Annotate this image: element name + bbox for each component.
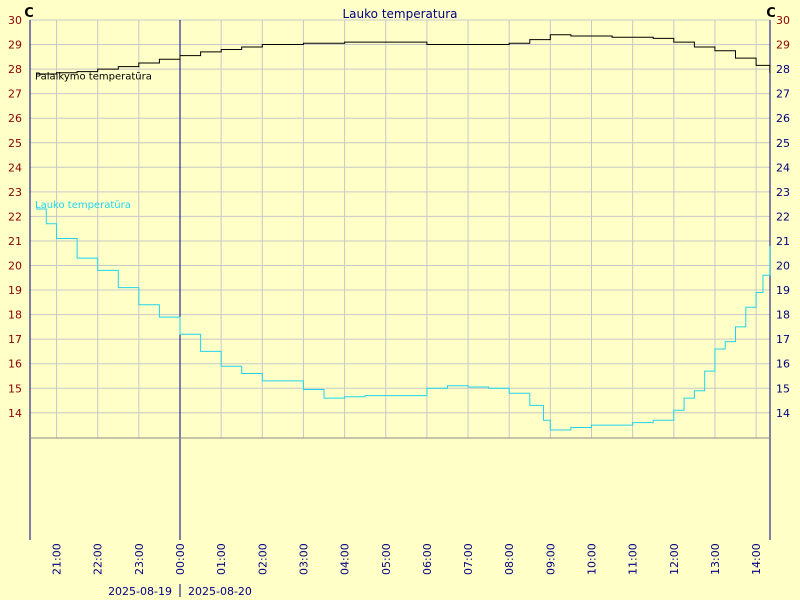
y-tick-right: 17	[776, 333, 790, 346]
y-tick-right: 20	[776, 260, 790, 273]
y-tick-left: 28	[8, 63, 22, 76]
left-unit-label: C	[24, 6, 34, 21]
x-tick-label: 06:00	[421, 543, 434, 575]
y-tick-left: 30	[8, 14, 22, 27]
x-tick-label: 22:00	[92, 543, 105, 575]
x-tick-label: 00:00	[174, 543, 187, 575]
x-tick-label: 12:00	[668, 543, 681, 575]
y-tick-right: 18	[776, 309, 790, 322]
y-tick-right: 22	[776, 210, 790, 223]
y-tick-right: 15	[776, 382, 790, 395]
y-tick-right: 30	[776, 14, 790, 27]
chart-title: Lauko temperatura	[343, 7, 458, 21]
y-tick-right: 21	[776, 235, 790, 248]
x-tick-label: 09:00	[544, 543, 557, 575]
y-tick-right: 26	[776, 112, 790, 125]
y-tick-left: 26	[8, 112, 22, 125]
x-tick-label: 23:00	[133, 543, 146, 575]
y-tick-left: 25	[8, 137, 22, 150]
y-tick-left: 29	[8, 39, 22, 52]
x-tick-label: 10:00	[586, 543, 599, 575]
y-tick-right: 23	[776, 186, 790, 199]
y-tick-right: 16	[776, 358, 790, 371]
x-tick-label: 21:00	[51, 543, 64, 575]
y-tick-left: 21	[8, 235, 22, 248]
series-label-outdoor: Lauko temperatūra	[35, 200, 131, 211]
y-tick-left: 20	[8, 260, 22, 273]
y-tick-left: 19	[8, 284, 22, 297]
date-label-end: 2025-08-20	[188, 585, 252, 598]
x-tick-label: 04:00	[339, 543, 352, 575]
y-tick-right: 25	[776, 137, 790, 150]
y-tick-left: 17	[8, 333, 22, 346]
y-tick-right: 24	[776, 161, 790, 174]
series-label-indoor: Palaikymo temperatūra	[35, 71, 152, 82]
x-tick-label: 01:00	[215, 543, 228, 575]
series-line-indoor	[36, 34, 771, 75]
x-tick-label: 13:00	[709, 543, 722, 575]
date-label-start: 2025-08-19	[108, 585, 172, 598]
series-group	[36, 34, 771, 431]
x-tick-label: 14:00	[750, 543, 763, 575]
y-tick-left: 23	[8, 186, 22, 199]
x-tick-label: 02:00	[256, 543, 269, 575]
y-tick-right: 27	[776, 88, 790, 101]
y-tick-left: 18	[8, 309, 22, 322]
x-tick-label: 03:00	[297, 543, 310, 575]
y-tick-left: 22	[8, 210, 22, 223]
y-tick-left: 27	[8, 88, 22, 101]
series-labels: Palaikymo temperatūra Lauko temperatūra	[35, 71, 152, 211]
x-tick-label: 07:00	[462, 543, 475, 575]
y-tick-right: 28	[776, 63, 790, 76]
x-axis-ticks: 21:00 22:00 23:00 00:00 01:00 02:00 03:00 04:00…	[51, 543, 764, 575]
x-tick-label: 11:00	[627, 543, 640, 575]
y-tick-right: 29	[776, 39, 790, 52]
y-tick-left: 14	[8, 407, 22, 420]
y-axis-right-ticks: 30 29 28 27 26 25 24 23 22 21 20 19 18 17 16 15 14	[776, 14, 790, 420]
x-tick-label: 08:00	[503, 543, 516, 575]
y-axis-left-ticks: 30 29 28 27 26 25 24 23 22 21 20 19 18 17 16 15 14	[8, 14, 22, 420]
y-tick-left: 24	[8, 161, 22, 174]
x-tick-label: 05:00	[380, 543, 393, 575]
series-line-outdoor	[36, 208, 771, 431]
y-tick-right: 14	[776, 407, 790, 420]
y-tick-right: 19	[776, 284, 790, 297]
y-tick-left: 16	[8, 358, 22, 371]
right-unit-label: C	[766, 6, 776, 21]
y-tick-left: 15	[8, 382, 22, 395]
